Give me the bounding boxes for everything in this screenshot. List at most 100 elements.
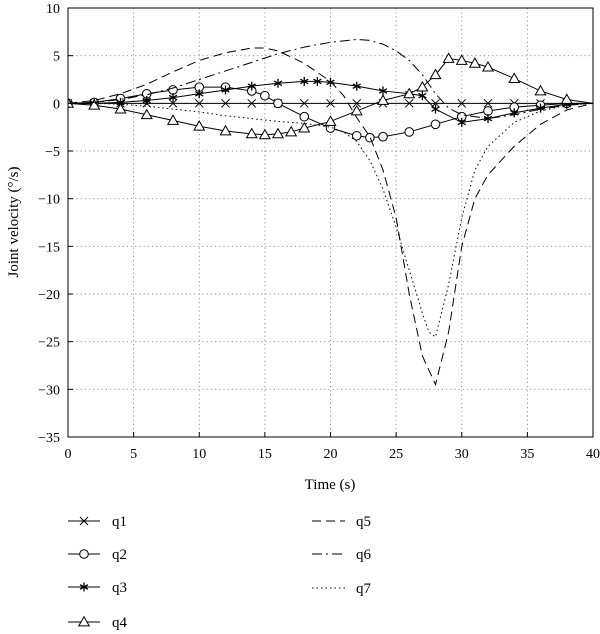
series-line-q5 [68, 47, 593, 387]
data-point-q2 [260, 90, 270, 101]
data-point-q2 [351, 130, 362, 141]
data-point-q4 [403, 87, 416, 99]
y-tick-label: −5 [45, 145, 60, 160]
series-line-q6 [68, 38, 593, 120]
data-point-q1 [221, 98, 230, 108]
data-point-q1 [194, 98, 204, 108]
data-point-q1 [483, 98, 493, 108]
y-tick-label: −10 [38, 193, 60, 208]
data-point-q4 [298, 121, 311, 133]
data-point-q1 [326, 98, 335, 108]
data-point-q3 [195, 89, 204, 99]
data-point-q4 [481, 60, 495, 72]
data-point-q1 [352, 98, 362, 108]
ticks: 0 5 10 15 20 25 30 35 40 10 5 0 −5 −10 −15 −20 −25 −30 −35 [38, 2, 600, 462]
data-point-q2 [299, 111, 310, 122]
x-tick-label: 5 [130, 447, 137, 462]
x-tick-label: 0 [65, 447, 72, 462]
data-point-q3 [300, 76, 309, 86]
x-tick-label: 30 [455, 447, 469, 462]
legend-marker [77, 615, 91, 627]
data-point-q3 [418, 91, 427, 101]
data-point-q3 [168, 93, 178, 103]
data-point-q3 [221, 85, 230, 95]
y-tick-label: −30 [38, 383, 60, 398]
data-point-q3 [483, 114, 493, 124]
data-point-q3 [457, 117, 466, 127]
x-tick-label: 40 [586, 447, 600, 462]
data-point-q4 [442, 52, 455, 63]
data-point-q4 [285, 125, 298, 137]
x-tick-label: 20 [324, 447, 338, 462]
data-point-q4 [114, 102, 127, 114]
legend-label: q6 [356, 547, 372, 563]
data-point-q4 [350, 104, 363, 116]
x-tick-label: 15 [258, 447, 272, 462]
data-point-q2 [404, 127, 415, 137]
legend-item-q2: q2 [68, 547, 127, 563]
data-point-q4 [324, 115, 337, 126]
data-point-q4 [416, 80, 429, 92]
data-point-q4 [88, 99, 101, 110]
y-tick-label: −15 [38, 240, 60, 255]
legend-label: q5 [356, 514, 371, 530]
x-tick-label: 35 [520, 447, 534, 462]
legend-item-q4: q4 [68, 615, 128, 631]
data-point-q2 [273, 98, 283, 109]
series-layer [68, 38, 593, 387]
y-tick-label: −35 [38, 431, 60, 446]
legend: q1 q2 q3 q4 q5 q6 q7 [68, 514, 372, 631]
legend-label: q1 [112, 514, 127, 530]
data-point-q4 [376, 94, 390, 105]
y-axis-label: Joint velocity (°/s) [6, 167, 22, 278]
data-point-q3 [142, 95, 151, 105]
data-point-q3 [431, 104, 440, 114]
data-point-q3 [313, 76, 322, 86]
legend-item-q5: q5 [312, 514, 371, 530]
x-tick-label: 10 [192, 447, 206, 462]
data-point-q4 [508, 72, 521, 83]
data-point-q1 [404, 98, 414, 108]
data-point-q4 [258, 128, 271, 140]
data-point-q4 [140, 108, 153, 120]
data-point-q4 [166, 114, 180, 125]
data-point-q3 [352, 81, 361, 91]
data-point-q2 [483, 106, 493, 116]
legend-label: q7 [356, 581, 372, 597]
data-point-q1 [247, 98, 257, 108]
data-point-q4 [534, 84, 547, 96]
data-point-q4 [219, 124, 232, 136]
series-line-q7 [68, 102, 593, 338]
legend-label: q3 [112, 580, 127, 596]
legend-item-q6: q6 [312, 547, 372, 563]
legend-item-q1: q1 [68, 514, 127, 530]
data-point-q4 [468, 57, 481, 68]
data-point-q4 [271, 127, 285, 139]
data-point-q4 [560, 93, 573, 104]
legend-label: q4 [112, 615, 128, 631]
x-tick-label: 25 [389, 447, 403, 462]
data-point-q3 [273, 78, 283, 88]
legend-label: q2 [112, 547, 127, 563]
data-point-q4 [245, 127, 258, 139]
data-point-q1 [299, 98, 309, 108]
y-tick-label: 0 [53, 97, 60, 112]
data-point-q2 [378, 131, 388, 142]
data-point-q3 [247, 81, 256, 91]
legend-marker [79, 549, 89, 559]
data-point-q3 [378, 86, 388, 96]
y-tick-label: −20 [38, 288, 60, 303]
data-point-q1 [457, 98, 467, 108]
legend-marker [79, 582, 89, 592]
data-point-q2 [365, 132, 375, 143]
y-tick-label: 5 [53, 50, 60, 65]
data-point-q1 [168, 98, 178, 108]
data-point-q4 [429, 68, 442, 80]
x-axis-label: Time (s) [305, 477, 356, 493]
legend-item-q7: q7 [312, 581, 372, 597]
y-tick-label: −25 [38, 336, 60, 351]
y-tick-label: 10 [46, 2, 60, 17]
legend-marker [79, 516, 89, 526]
legend-item-q3: q3 [68, 580, 127, 596]
